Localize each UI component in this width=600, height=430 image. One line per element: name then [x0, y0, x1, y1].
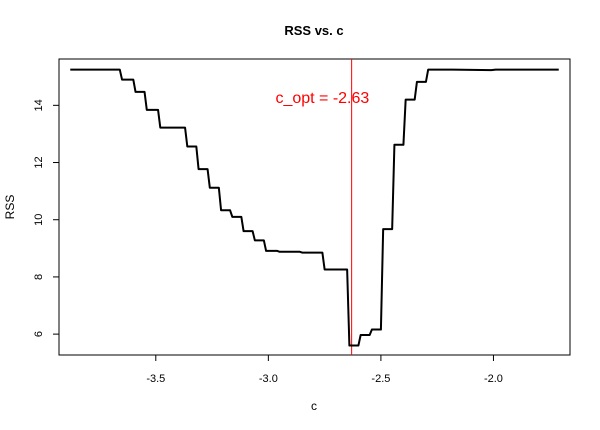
c-opt-annotation: c_opt = -2.63: [275, 90, 369, 107]
y-tick-label: 8: [33, 274, 45, 280]
x-tick-label: -2.5: [371, 373, 390, 385]
y-axis-label: RSS: [3, 195, 17, 220]
rss-series-line: [70, 68, 559, 347]
plot-frame: [58, 58, 571, 356]
y-tick-label: 14: [33, 99, 45, 111]
x-tick-label: -3.0: [259, 373, 278, 385]
x-axis: -3.5 -3.0 -2.5 -2.0: [146, 355, 503, 385]
y-tick-label: 12: [33, 156, 45, 168]
chart-title: RSS vs. c: [284, 23, 343, 38]
x-tick-label: -2.0: [484, 373, 503, 385]
y-tick-label: 10: [33, 214, 45, 226]
y-tick-label: 6: [33, 331, 45, 337]
x-tick-label: -3.5: [146, 373, 165, 385]
x-axis-label: c: [311, 399, 317, 413]
y-axis: 6 8 10 12 14: [33, 99, 59, 337]
